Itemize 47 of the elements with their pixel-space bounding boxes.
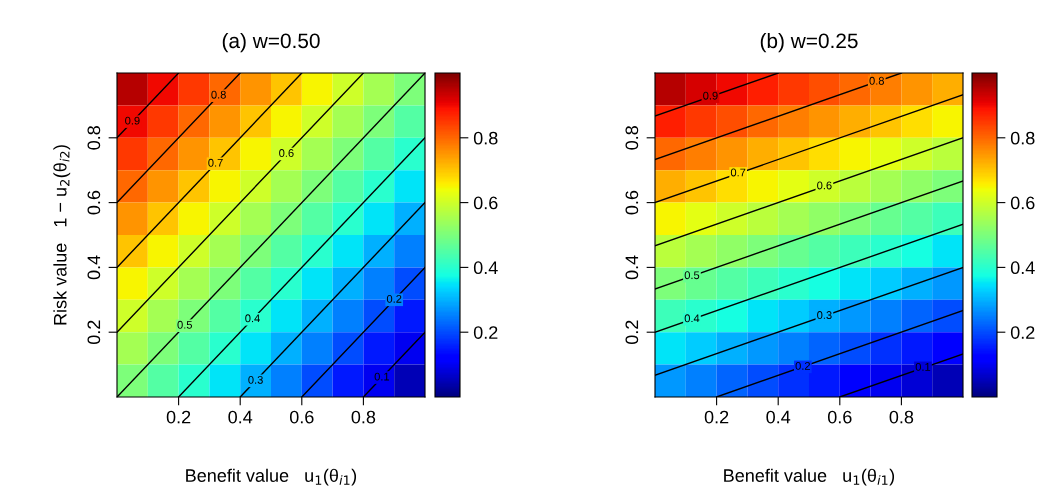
annotation: 0.2 bbox=[795, 361, 811, 370]
color-bar-label: 0.8 bbox=[473, 131, 498, 145]
annotation: 0.3 bbox=[248, 375, 263, 384]
x-axis-title: Benefit value u$_{1}$(θ$_{i1}$) bbox=[186, 468, 357, 486]
annotation: 0.2 bbox=[386, 294, 402, 303]
y-tick-label: 0.2 bbox=[87, 320, 101, 345]
x-tick-label: 0.2 bbox=[704, 410, 729, 424]
chart-title: (b) w=0.25 bbox=[760, 32, 858, 53]
x-axis-title: Benefit value u$_{1}$(θ$_{i1}$) bbox=[724, 468, 895, 486]
y-tick-label: 0.4 bbox=[87, 255, 101, 280]
x-tick-label: 0.4 bbox=[766, 410, 791, 424]
y-tick-label: 0.8 bbox=[625, 126, 639, 150]
y-tick-label: 0.4 bbox=[625, 255, 639, 280]
annotation: 0.5 bbox=[684, 271, 700, 280]
y-tick-label: 0.8 bbox=[87, 126, 101, 150]
color-bar-label: 0.4 bbox=[1010, 261, 1035, 275]
annotation: 0.7 bbox=[208, 158, 223, 167]
annotation: 0.5 bbox=[177, 320, 193, 329]
x-tick-label: 0.8 bbox=[351, 410, 376, 424]
x-tick-label: 0.2 bbox=[166, 410, 191, 424]
x-tick-label: 0.6 bbox=[289, 410, 314, 424]
annotation: 0.1 bbox=[915, 362, 931, 371]
annotation: 0.8 bbox=[211, 90, 226, 99]
annotation: 0.1 bbox=[374, 372, 390, 381]
annotation: 0.9 bbox=[703, 91, 718, 100]
y-tick-label: 0.2 bbox=[625, 320, 639, 345]
x-tick-label: 0.8 bbox=[889, 410, 914, 424]
annotation: 0.3 bbox=[817, 311, 832, 319]
annotation: 0.9 bbox=[125, 116, 140, 125]
x-tick-label: 0.4 bbox=[228, 410, 253, 424]
annotation: 0.4 bbox=[684, 314, 700, 323]
annotation: 0.6 bbox=[279, 149, 294, 157]
color-bar-label: 0.8 bbox=[1010, 131, 1035, 145]
x-tick-label: 0.6 bbox=[827, 410, 852, 424]
color-bar-label: 0.4 bbox=[473, 261, 498, 275]
color-bar-label: 0.6 bbox=[473, 196, 498, 210]
color-bar-label: 0.6 bbox=[1010, 196, 1035, 210]
y-tick-label: 0.6 bbox=[625, 190, 639, 215]
annotation: 0.6 bbox=[817, 181, 832, 190]
y-tick-label: 0.6 bbox=[87, 190, 101, 215]
annotation: 0.4 bbox=[245, 314, 260, 323]
annotation: 0.7 bbox=[730, 168, 746, 177]
color-bar-label: 0.2 bbox=[1010, 326, 1035, 339]
chart-title: (a) w=0.50 bbox=[222, 32, 320, 53]
annotation: 0.8 bbox=[869, 76, 884, 85]
y-axis-title: Risk value 1 − u$_{2}$(θ$_{i2}$) bbox=[53, 145, 71, 325]
color-bar-label: 0.2 bbox=[473, 326, 498, 339]
